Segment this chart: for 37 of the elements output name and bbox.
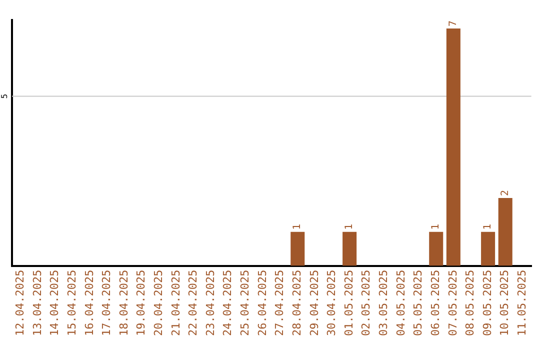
x-tick-label: 27.04.2025 bbox=[273, 270, 286, 336]
x-tick-label: 08.05.2025 bbox=[464, 270, 477, 336]
x-tick-label: 21.04.2025 bbox=[169, 270, 182, 336]
x-tick-label: 22.04.2025 bbox=[186, 270, 200, 336]
x-tick-label: 20.04.2025 bbox=[152, 270, 165, 336]
x-tick-label: 04.05.2025 bbox=[394, 270, 408, 336]
x-tick-label: 10.05.2025 bbox=[498, 270, 512, 336]
x-tick-label: 11.05.2025 bbox=[516, 270, 529, 336]
data-label: 1 bbox=[344, 224, 356, 230]
x-tick-label: 15.04.2025 bbox=[65, 270, 78, 336]
x-tick-label: 24.04.2025 bbox=[221, 270, 234, 336]
x-tick-label: 06.05.2025 bbox=[428, 270, 442, 336]
x-tick-label: 23.04.2025 bbox=[204, 270, 217, 336]
data-label: 7 bbox=[448, 20, 460, 26]
x-tick-label: 01.05.2025 bbox=[342, 270, 356, 336]
x-tick-label: 17.04.2025 bbox=[100, 270, 114, 336]
x-tick-label: 16.04.2025 bbox=[82, 270, 96, 336]
data-label: 1 bbox=[482, 224, 494, 230]
x-tick-label: 03.05.2025 bbox=[377, 270, 390, 336]
data-label: 1 bbox=[292, 224, 304, 230]
x-tick-label: 26.04.2025 bbox=[256, 270, 269, 336]
x-tick-label: 13.04.2025 bbox=[30, 270, 44, 336]
x-tick-label: 07.05.2025 bbox=[446, 270, 460, 336]
x-tick-label: 29.04.2025 bbox=[308, 270, 321, 336]
data-label: 1 bbox=[430, 224, 442, 230]
ref-line-label: 5 bbox=[0, 94, 10, 99]
x-tick-label: 18.04.2025 bbox=[117, 270, 130, 336]
x-tick-label: 05.05.2025 bbox=[412, 270, 425, 336]
x-tick-label: 12.04.2025 bbox=[14, 270, 27, 336]
x-tick-label: 19.04.2025 bbox=[134, 270, 148, 336]
x-tick-label: 28.04.2025 bbox=[290, 270, 304, 336]
data-label: 2 bbox=[500, 190, 511, 196]
x-tick-label: 30.04.2025 bbox=[325, 270, 338, 336]
x-tick-label: 09.05.2025 bbox=[480, 270, 494, 336]
x-tick-label: 02.05.2025 bbox=[360, 270, 373, 336]
x-tick-label: 14.04.2025 bbox=[48, 270, 62, 336]
x-tick-label: 25.04.2025 bbox=[238, 270, 252, 336]
